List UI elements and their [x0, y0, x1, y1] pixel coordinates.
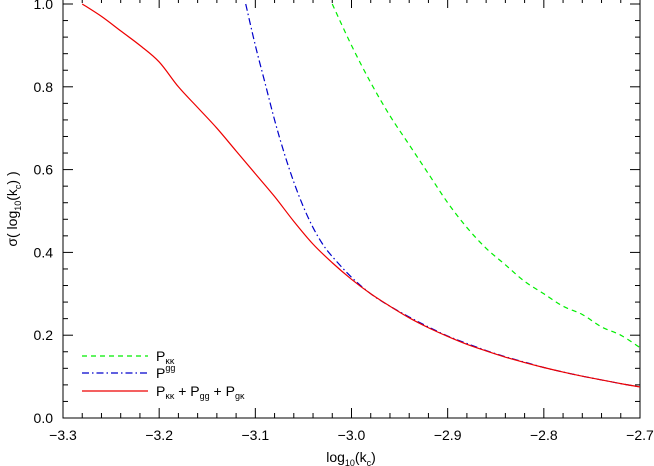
y-tick-label: 0.4: [34, 244, 54, 260]
series-line-0: [331, 3, 640, 349]
legend-label-combined: Pκκ + Pgg + Pgκ: [156, 383, 245, 401]
x-axis-label: log10(kc): [326, 449, 376, 466]
legend-label-pkk: Pκκ: [156, 348, 175, 366]
x-tick-label: −2.7: [626, 427, 654, 443]
y-tick-label: 1.0: [34, 0, 54, 12]
y-tick-label: 0.6: [34, 162, 54, 178]
tick-marks: [62, 0, 641, 419]
legend-label-pgg: Pgg: [156, 363, 175, 381]
x-tick-label: −3.2: [145, 427, 173, 443]
plot-frame: [62, 0, 641, 419]
x-tick-label: −3.3: [49, 427, 77, 443]
x-tick-label: −3.1: [242, 427, 270, 443]
tick-labels: −3.3 −3.2 −3.1 −3.0 −2.9 −2.8 −2.7 0.0 0.2 0.4 0.6…: [34, 0, 654, 443]
legend: Pκκ Pgg Pκκ + Pgg + Pgκ: [82, 348, 245, 401]
series-lines: [81, 3, 640, 388]
x-tick-label: −3.0: [338, 427, 366, 443]
y-tick-label: 0.0: [34, 410, 54, 426]
y-tick-label: 0.8: [34, 79, 54, 95]
x-tick-label: −2.8: [530, 427, 558, 443]
x-tick-label: −2.9: [434, 427, 462, 443]
series-line-1: [245, 3, 640, 388]
y-axis-label: σ( log10(kc) ): [4, 171, 23, 246]
y-tick-label: 0.2: [34, 327, 54, 343]
series-line-2: [81, 3, 640, 388]
